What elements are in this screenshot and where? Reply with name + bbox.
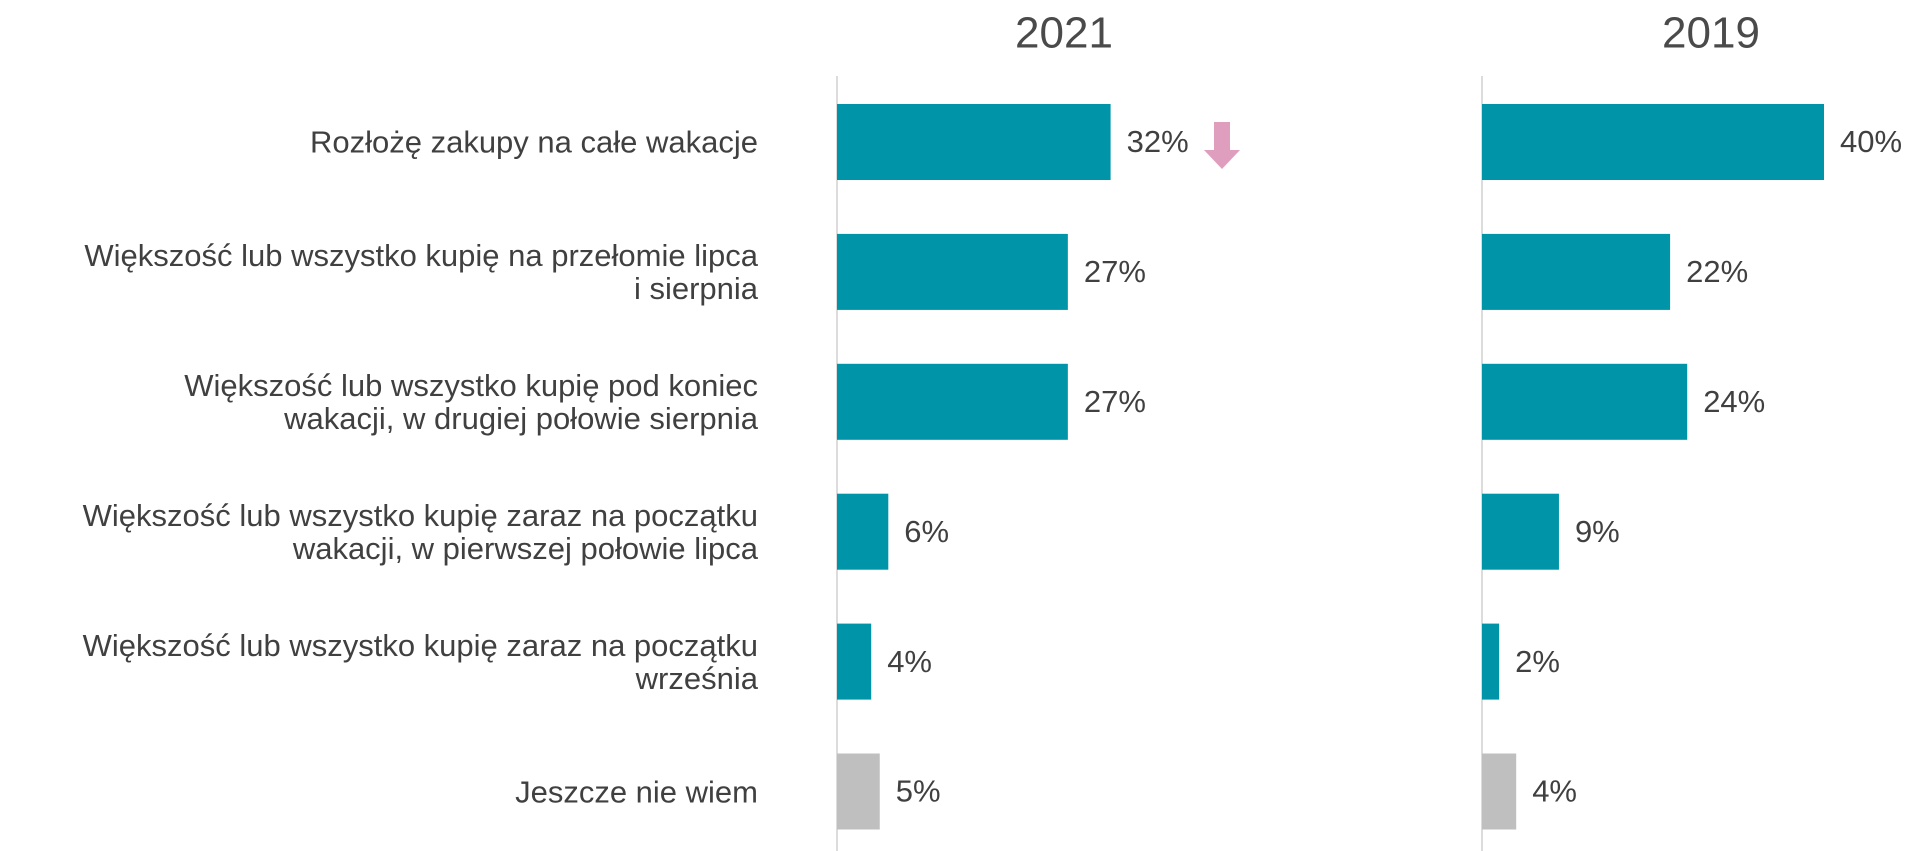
bar [837, 233, 1068, 310]
category-label: Większość lub wszystko kupię pod koniec … [184, 367, 758, 436]
value-label: 27% [1084, 254, 1146, 289]
bar [1482, 493, 1559, 570]
category-label: Rozłożę zakupy na całe wakacje [309, 124, 758, 160]
value-label: 4% [887, 644, 932, 679]
value-label: 24% [1703, 384, 1765, 419]
value-label: 22% [1686, 254, 1748, 289]
value-label: 9% [1575, 514, 1620, 549]
bar [1482, 753, 1517, 830]
bar [1482, 233, 1671, 310]
value-label: 4% [1532, 774, 1577, 809]
category-label: Jeszcze nie wiem [515, 774, 758, 809]
bar [837, 753, 880, 830]
category-label: Większość lub wszystko kupię na przełomi… [84, 237, 758, 306]
series-title: 2019 [1662, 9, 1760, 58]
bar [1482, 363, 1688, 440]
value-label: 6% [904, 514, 949, 549]
bar [837, 363, 1068, 440]
value-label: 27% [1084, 384, 1146, 419]
bar [837, 493, 889, 570]
bar [837, 104, 1111, 180]
down-arrow-icon [1204, 122, 1240, 169]
value-label: 2% [1515, 644, 1560, 679]
category-label: Większość lub wszystko kupię zaraz na po… [82, 627, 758, 696]
bar [1482, 104, 1824, 180]
value-label: 5% [896, 774, 941, 809]
bar [837, 623, 872, 700]
category-label: Większość lub wszystko kupię zaraz na po… [82, 497, 758, 566]
bar [1482, 623, 1500, 700]
value-label: 32% [1127, 124, 1189, 159]
value-label: 40% [1840, 124, 1902, 159]
series-title: 2021 [1015, 9, 1113, 58]
